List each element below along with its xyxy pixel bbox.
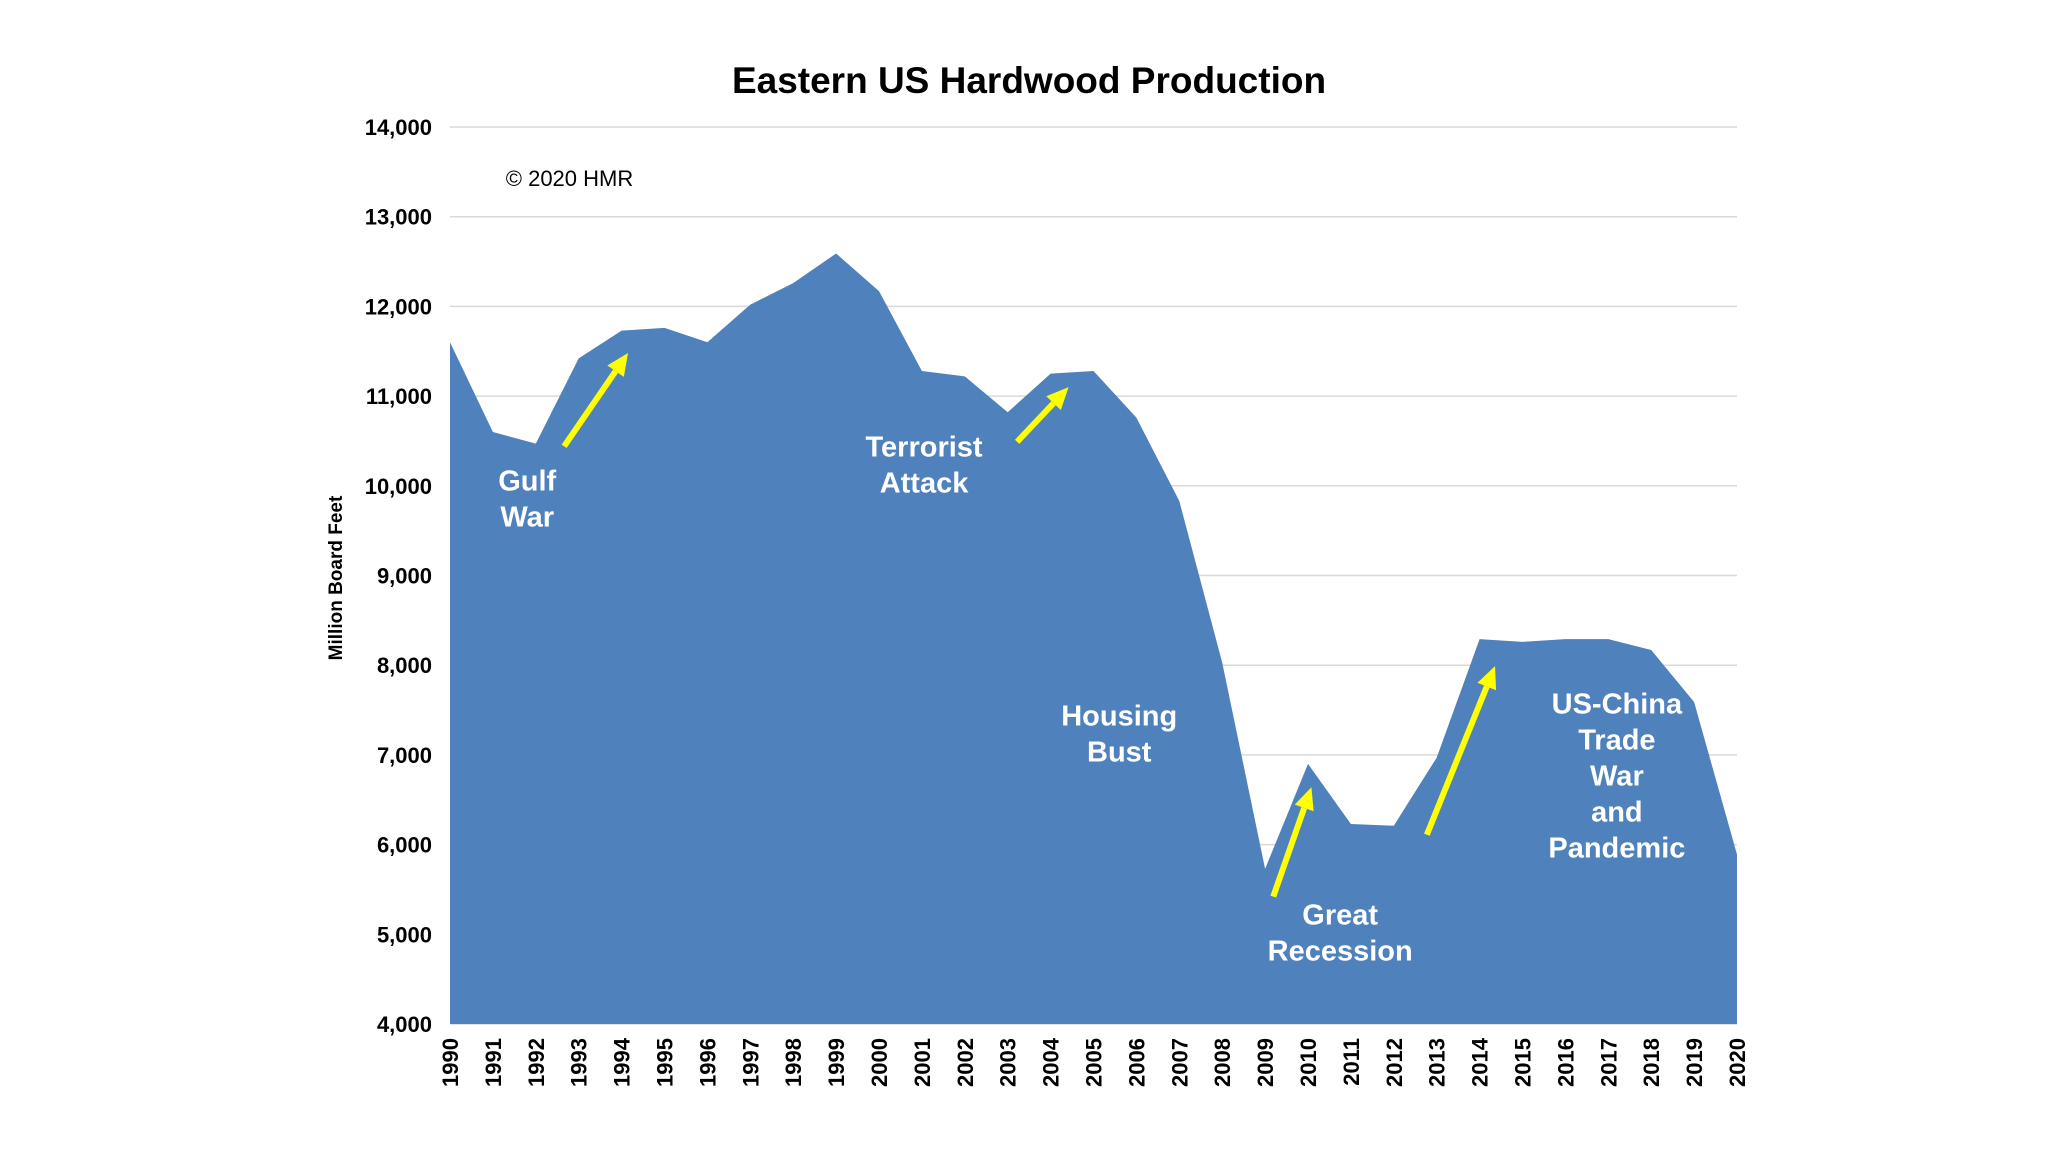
annotation-line: Attack	[880, 467, 970, 499]
x-tick-label: 2017	[1596, 1038, 1621, 1087]
x-tick-label: 2002	[953, 1038, 978, 1087]
x-tick-label: 2008	[1210, 1038, 1235, 1087]
x-tick-label: 2005	[1082, 1038, 1107, 1087]
yellow-arrow-icon	[561, 353, 629, 449]
x-tick-label: 2003	[996, 1038, 1021, 1087]
annotation-line: and	[1591, 797, 1643, 829]
x-tick-label: 1994	[610, 1037, 635, 1087]
y-tick-label: 9,000	[377, 564, 432, 589]
x-tick-label: 2004	[1039, 1037, 1064, 1087]
y-tick-label: 13,000	[365, 205, 432, 230]
annotation-line: Gulf	[498, 465, 556, 497]
copyright-note: © 2020 HMR	[506, 166, 633, 191]
annotation-line: Trade	[1578, 725, 1655, 757]
x-tick-label: 2001	[910, 1038, 935, 1087]
annotation-label: Great Recession	[1268, 900, 1413, 968]
x-tick-label: 1993	[567, 1038, 592, 1087]
x-tick-label: 2013	[1425, 1038, 1450, 1087]
chart-title: Eastern US Hardwood Production	[732, 60, 1326, 101]
annotation-line: War	[1590, 761, 1644, 793]
arrow-head	[1046, 387, 1069, 411]
arrow-shaft	[1270, 806, 1308, 898]
x-tick-label: 2014	[1468, 1037, 1493, 1087]
x-tick-label: 1990	[438, 1038, 463, 1087]
y-tick-label: 7,000	[377, 743, 432, 768]
y-axis-label: Million Board Feet	[326, 495, 347, 660]
yellow-arrow-icon	[1424, 666, 1497, 836]
x-tick-label: 1992	[524, 1038, 549, 1087]
x-tick-label: 2015	[1511, 1038, 1536, 1087]
x-tick-label: 2020	[1725, 1038, 1750, 1087]
x-tick-label: 2019	[1682, 1038, 1707, 1087]
x-tick-label: 2018	[1639, 1038, 1664, 1087]
x-tick-label: 2000	[867, 1038, 892, 1087]
arrow-head	[1294, 787, 1314, 812]
x-tick-label: 2010	[1296, 1038, 1321, 1087]
annotation-label: Gulf War	[498, 465, 556, 533]
annotation-label: Housing Bust	[1061, 700, 1177, 768]
y-tick-label: 11,000	[366, 384, 432, 409]
y-tick-label: 12,000	[365, 294, 432, 319]
annotation-line: Pandemic	[1548, 833, 1685, 865]
annotation-label: Terrorist Attack	[865, 431, 982, 499]
arrow-head	[607, 353, 629, 377]
arrow-shaft	[1014, 401, 1056, 444]
yellow-arrow-icon	[1270, 787, 1314, 898]
annotation-line: Great	[1302, 900, 1378, 932]
annotation-label: US-China Trade War and Pandemic	[1548, 689, 1685, 865]
y-tick-label: 4,000	[377, 1012, 432, 1037]
annotation-line: War	[500, 501, 554, 533]
area-series	[450, 253, 1737, 1025]
x-tick-label: 2016	[1553, 1038, 1578, 1087]
arrow-shaft	[1424, 685, 1490, 836]
x-tick-label: 1998	[781, 1038, 806, 1087]
annotation-line: US-China	[1552, 689, 1683, 721]
x-tick-label: 1997	[738, 1038, 763, 1087]
y-tick-label: 14,000	[365, 115, 432, 140]
y-tick-label: 5,000	[377, 922, 432, 947]
x-tick-label: 1991	[481, 1038, 506, 1087]
y-tick-label: 10,000	[365, 474, 432, 499]
x-tick-label: 2012	[1382, 1038, 1407, 1087]
x-tick-label: 1999	[824, 1038, 849, 1087]
x-tick-label: 2011	[1339, 1038, 1364, 1086]
annotation-line: Bust	[1087, 736, 1152, 768]
y-tick-label: 8,000	[377, 653, 432, 678]
x-tick-label: 2007	[1167, 1038, 1192, 1087]
x-tick-label: 2009	[1253, 1038, 1278, 1087]
annotation-line: Housing	[1061, 700, 1177, 732]
arrow-shaft	[561, 369, 619, 449]
annotation-line: Terrorist	[865, 431, 982, 463]
yellow-arrow-icon	[1014, 387, 1069, 444]
x-tick-label: 1996	[695, 1038, 720, 1087]
arrow-head	[1477, 666, 1497, 691]
x-tick-label: 1995	[653, 1038, 678, 1087]
annotation-line: Recession	[1268, 936, 1413, 968]
x-tick-label: 2006	[1124, 1038, 1149, 1087]
y-tick-label: 6,000	[377, 833, 432, 858]
